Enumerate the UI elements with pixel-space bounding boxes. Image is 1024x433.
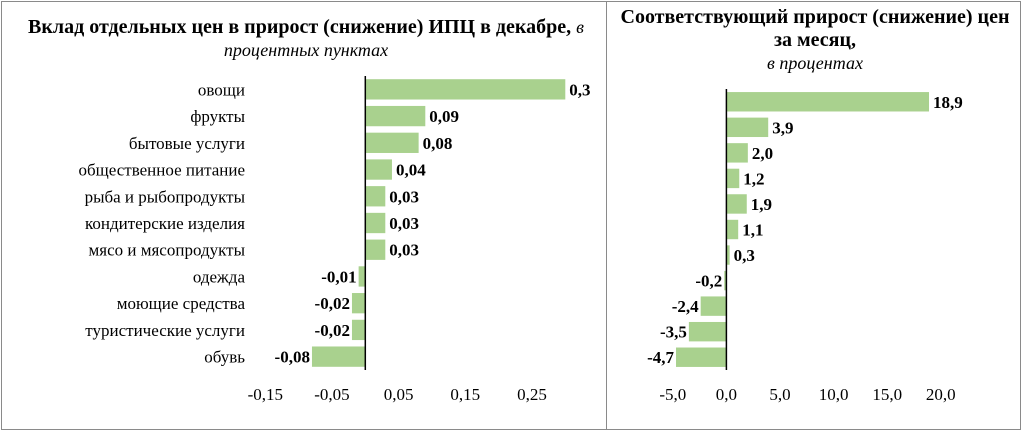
data-label-0-9: -0,02 xyxy=(315,321,350,340)
tick-label-1-3: 10,0 xyxy=(819,385,849,404)
left-bar-chart: 0,3 овощи 0,09 фрукты 0,08 бытовые услуги 0,04… xyxy=(79,76,591,404)
data-label-0-5: 0,03 xyxy=(389,214,419,233)
right-chart-subtitle: в процентах xyxy=(767,53,863,73)
right-chart-title-text: Соответствующий прирост (снижение) цен з… xyxy=(620,6,1010,51)
data-label-1-7: -0,2 xyxy=(695,272,722,291)
data-label-1-4: 1,9 xyxy=(751,195,772,214)
bar-0-10 xyxy=(311,346,366,367)
data-label-0-8: -0,02 xyxy=(315,294,350,313)
data-label-0-7: -0,01 xyxy=(321,267,356,286)
tick-label-1-1: 0,0 xyxy=(716,385,737,404)
data-label-0-3: 0,04 xyxy=(396,161,426,180)
data-label-1-0: 18,9 xyxy=(933,93,963,112)
bar-1-4 xyxy=(726,194,747,214)
data-label-1-2: 2,0 xyxy=(752,144,773,163)
data-label-0-10: -0,08 xyxy=(275,348,310,367)
category-label-3: общественное питание xyxy=(79,161,245,180)
data-label-0-1: 0,09 xyxy=(429,107,459,126)
data-label-1-9: -3,5 xyxy=(660,323,687,342)
bar-1-1 xyxy=(726,117,769,138)
bar-0-2 xyxy=(365,132,419,153)
data-label-1-1: 3,9 xyxy=(772,118,793,137)
bar-0-0 xyxy=(365,79,566,100)
category-label-4: рыба и рыбопродукты xyxy=(85,187,246,206)
data-label-0-2: 0,08 xyxy=(423,134,453,153)
category-label-0: овощи xyxy=(198,80,245,99)
right-bar-chart: 18,9 3,9 2,0 1,2 1,9 1,1 0,3 -0,2 -2,4 -3,5 -4,7 -5… xyxy=(647,89,963,404)
bar-0-1 xyxy=(365,105,426,127)
data-label-1-3: 1,2 xyxy=(743,169,764,188)
data-label-1-8: -2,4 xyxy=(672,297,699,316)
tick-label-0-3: 0,15 xyxy=(450,385,480,404)
data-label-0-0: 0,3 xyxy=(569,80,590,99)
left-chart-title: Вклад отдельных цен в прирост (снижение)… xyxy=(10,16,602,62)
data-label-1-6: 0,3 xyxy=(734,246,755,265)
panel-divider xyxy=(606,1,607,430)
bar-1-7 xyxy=(724,270,727,291)
category-label-7: одежда xyxy=(193,267,246,286)
data-label-1-10: -4,7 xyxy=(647,348,674,367)
right-chart-title: Соответствующий прирост (снижение) цен з… xyxy=(612,6,1018,75)
bar-0-9 xyxy=(351,319,366,341)
bar-1-6 xyxy=(726,245,730,265)
bar-0-8 xyxy=(351,293,366,314)
bar-0-4 xyxy=(365,186,386,207)
bar-0-6 xyxy=(365,239,386,260)
category-label-8: моющие средства xyxy=(117,294,246,313)
tick-label-0-4: 0,25 xyxy=(517,385,547,404)
tick-label-1-4: 15,0 xyxy=(872,385,902,404)
data-label-1-5: 1,1 xyxy=(742,221,763,240)
category-label-5: кондитерские изделия xyxy=(85,214,245,233)
left-chart-subtitle: в процентных пунктах xyxy=(223,17,584,60)
tick-label-0-2: 0,05 xyxy=(384,385,414,404)
category-label-10: обувь xyxy=(204,348,245,367)
category-label-1: фрукты xyxy=(190,107,245,126)
bar-1-2 xyxy=(726,143,748,163)
tick-label-0-1: -0,05 xyxy=(314,385,349,404)
bar-1-9 xyxy=(688,321,727,342)
data-label-0-4: 0,03 xyxy=(389,187,419,206)
bar-1-3 xyxy=(726,168,740,189)
category-label-6: мясо и мясопродукты xyxy=(89,241,246,260)
tick-label-1-2: 5,0 xyxy=(769,385,790,404)
bar-1-5 xyxy=(726,219,739,240)
left-chart-title-text: Вклад отдельных цен в прирост (снижение)… xyxy=(28,16,572,38)
tick-label-1-5: 20,0 xyxy=(926,385,956,404)
bar-1-8 xyxy=(700,296,727,316)
bar-1-10 xyxy=(676,347,727,367)
tick-label-1-0: -5,0 xyxy=(659,385,686,404)
bar-0-7 xyxy=(358,266,366,287)
tick-label-0-0: -0,15 xyxy=(248,385,283,404)
bar-0-3 xyxy=(365,159,392,180)
data-label-0-6: 0,03 xyxy=(389,241,419,260)
category-label-9: туристические услуги xyxy=(85,321,245,340)
bar-1-0 xyxy=(726,92,930,112)
bar-0-5 xyxy=(365,212,386,234)
category-label-2: бытовые услуги xyxy=(129,134,245,153)
